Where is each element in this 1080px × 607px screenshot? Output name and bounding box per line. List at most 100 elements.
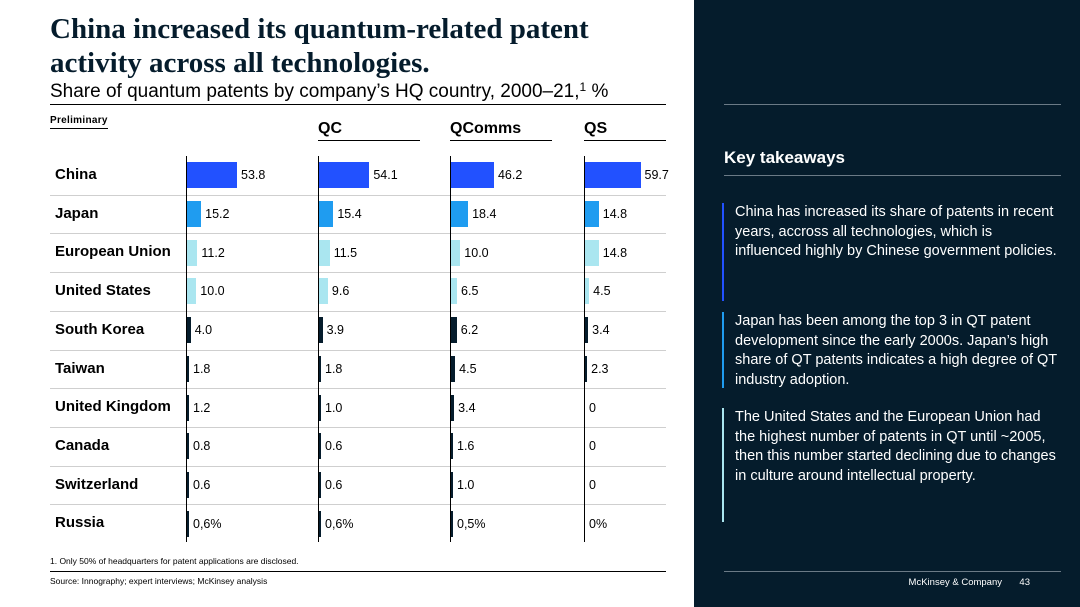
row-label-canada: Canada [55,436,110,454]
value-label: 18.4 [472,207,497,222]
row-label-switzerland: Switzerland [55,475,139,493]
row-label-taiwan: Taiwan [55,359,105,377]
subtitle-unit: % [586,81,609,102]
source-note: Source: Innography; expert interviews; M… [50,576,268,586]
bar-united-states-s2 [451,278,458,305]
axis-line [584,156,585,542]
value-label: 1.2 [193,400,211,415]
row-separator [50,426,666,428]
key-takeaways-panel: Key takeaways China has increased its sh… [694,0,1080,607]
value-label: 15.4 [337,207,362,222]
brand-name: McKinsey & Company [908,577,1002,588]
column-header-qc: QC [318,120,420,141]
sidebar-bottom-divider [724,571,1061,572]
value-label: 4.5 [593,284,611,299]
bar-russia-s2 [451,510,453,537]
value-label: 53.8 [241,168,266,183]
key-takeaways-title: Key takeaways [724,148,845,167]
bar-european-union-s2 [451,239,461,266]
page-title: China increased its quantum-related pate… [50,13,589,79]
bar-switzerland-s2 [451,471,453,498]
value-label: 11.5 [333,245,358,260]
value-label: 4.5 [459,361,477,376]
value-label: 0 [589,477,596,492]
value-label: 0 [589,400,596,415]
value-label: 6.5 [461,284,479,299]
bar-china-s3 [585,162,641,189]
bar-japan-s0 [187,201,202,228]
value-label: 1.0 [325,400,343,415]
row-separator [50,233,666,235]
value-label: 0,6% [325,516,354,531]
bar-south-korea-s2 [451,317,457,344]
bar-united-states-s0 [187,278,197,305]
bar-taiwan-s3 [585,355,588,382]
value-label: 59.7 [644,168,669,183]
value-label: 3.9 [326,323,345,338]
value-label: 46.2 [497,168,523,183]
footnote: 1. Only 50% of headquarters for patent a… [50,556,299,566]
column-header-qcomms: QComms [450,120,552,141]
column-header-qs: QS [584,120,666,141]
chart-subtitle: Share of quantum patents by company’s HQ… [50,80,608,103]
bar-russia-s1 [319,510,321,537]
row-separator [50,310,666,312]
row-label-european-union: European Union [55,243,171,261]
bar-china-s0 [187,162,238,189]
value-label: 0.8 [193,439,211,454]
value-label: 0,5% [457,516,486,531]
bar-canada-s1 [319,433,321,460]
subtitle-footnote-ref: 1 [579,80,587,94]
value-label: 0.6 [325,477,343,492]
value-label: 0,6% [193,516,222,531]
row-separator [50,388,666,390]
takeaway-japan: Japan has been among the top 3 in QT pat… [722,312,1062,388]
title-divider [50,104,666,105]
axis-line [318,156,319,542]
value-label: 9.6 [331,284,350,299]
row-label-united-states: United States [55,282,151,300]
page-number: 43 [1019,577,1030,588]
subtitle-text: Share of quantum patents by company’s HQ… [50,81,580,102]
bar-taiwan-s0 [187,355,189,382]
axis-line [186,156,187,542]
bar-china-s2 [451,162,494,189]
value-label: 3.4 [592,323,610,338]
value-label: 1.8 [193,361,211,376]
bar-united-kingdom-s1 [319,394,321,421]
row-separator [50,465,666,467]
value-label: 0.6 [325,439,343,454]
bar-japan-s3 [585,201,599,228]
value-label: 0% [589,516,608,531]
bar-south-korea-s1 [319,317,323,344]
bar-south-korea-s0 [187,317,191,344]
value-label: 11.2 [201,245,225,260]
bar-russia-s0 [187,510,189,537]
bar-south-korea-s3 [585,317,589,344]
takeaway-us-eu: The United States and the European Union… [722,408,1062,522]
bar-united-kingdom-s2 [451,394,455,421]
value-label: 0 [589,439,596,454]
row-label-south-korea: South Korea [55,320,145,338]
row-separator [50,504,666,506]
value-label: 54.1 [373,168,398,183]
bar-european-union-s3 [585,239,599,266]
axis-line [450,156,451,542]
bar-united-states-s1 [319,278,328,305]
row-label-russia: Russia [55,514,105,532]
row-separator [50,349,666,351]
value-label: 1.0 [457,477,475,492]
value-label: 1.6 [457,439,475,454]
value-label: 1.8 [325,361,343,376]
bar-taiwan-s1 [319,355,321,382]
sidebar-top-divider [724,104,1061,105]
footer-divider [50,571,666,572]
bar-canada-s2 [451,433,453,460]
bar-united-states-s3 [585,278,590,305]
bar-switzerland-s1 [319,471,321,498]
bar-switzerland-s0 [187,471,189,498]
value-label: 10.0 [464,245,489,260]
value-label: 14.8 [602,207,628,222]
bar-european-union-s0 [187,239,198,266]
row-label-china: China [55,166,97,183]
